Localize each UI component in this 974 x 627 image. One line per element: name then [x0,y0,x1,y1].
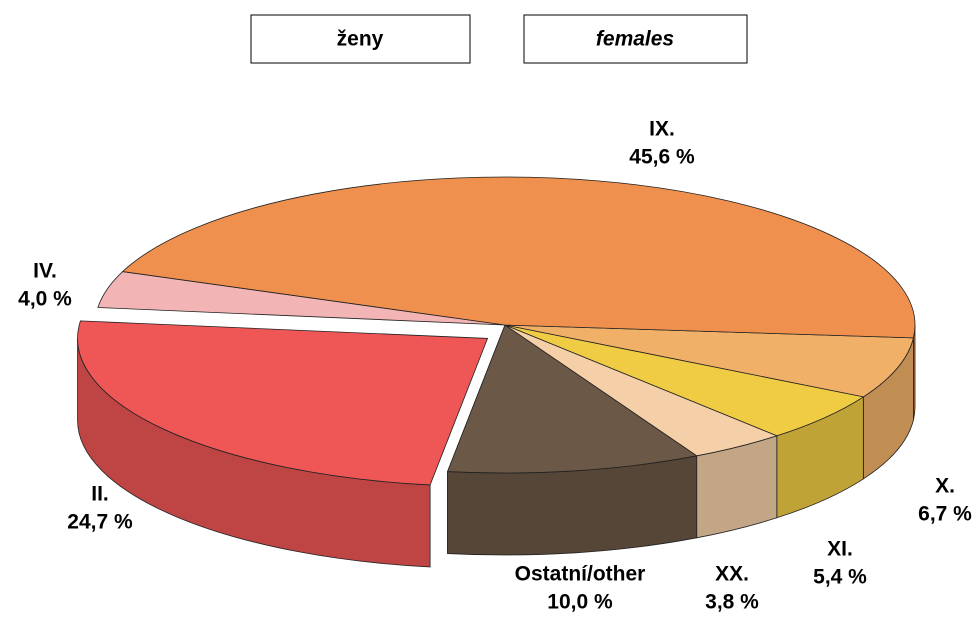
slice [121,176,916,339]
slice-label: X. [935,475,955,498]
slice [504,324,914,398]
slice-value-label: 4,0 % [18,288,72,311]
slice-side [913,324,916,420]
walls [77,324,916,568]
slice-label: II. [91,483,109,506]
slice-value-label: 3,8 % [705,591,759,614]
slice-value-label: 45,6 % [629,146,695,169]
slice-value-label: 6,7 % [918,503,972,526]
slice [504,324,865,437]
slice-label: IX. [649,118,675,141]
slice [446,324,698,474]
slice-value-label: 5,4 % [813,566,867,589]
slice-value-label: 24,7 % [67,511,133,534]
chart-title: ženy [337,28,384,51]
slice-label: Ostatní/other [515,563,646,586]
chart-subtitle: females [596,28,674,51]
slice-label: XX. [715,563,749,586]
slice-label: XI. [827,538,853,561]
slice-value-label: 10,0 % [547,591,613,614]
subtitle-box [523,14,748,64]
slice-label: IV. [33,260,57,283]
slice [77,320,489,486]
title-box [250,14,471,64]
